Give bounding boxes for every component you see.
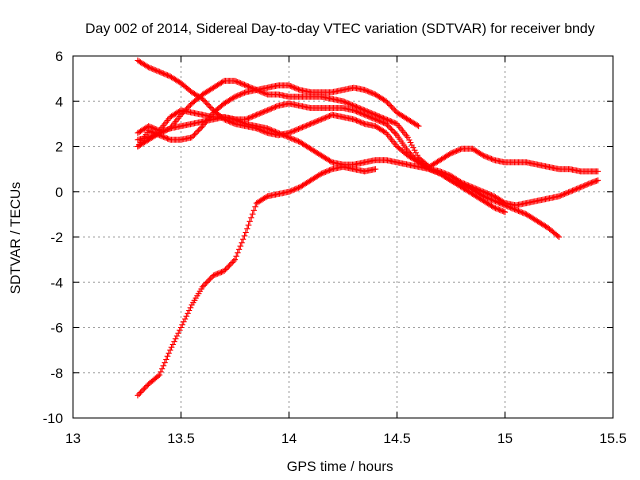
series-markers (134, 114, 508, 216)
series-track-1 (134, 163, 379, 399)
y-tick-label: -2 (51, 229, 64, 245)
x-tick-label: 13.5 (167, 430, 194, 446)
x-tick-label: 13 (65, 430, 81, 446)
series-markers (134, 163, 379, 399)
y-tick-label: -10 (43, 410, 63, 426)
series-markers (134, 77, 601, 175)
y-tick-label: 0 (55, 184, 63, 200)
x-tick-label: 14.5 (383, 430, 410, 446)
x-tick-label: 15.5 (599, 430, 626, 446)
series-track-6 (134, 114, 508, 216)
series-markers (134, 57, 562, 240)
y-tick-label: 6 (55, 48, 63, 64)
series-track-5 (134, 77, 601, 175)
chart-title: Day 002 of 2014, Sidereal Day-to-day VTE… (85, 20, 594, 36)
x-axis-label: GPS time / hours (287, 458, 394, 474)
y-tick-label: -4 (51, 274, 64, 290)
y-tick-label: -8 (51, 365, 64, 381)
y-axis-label: SDTVAR / TECUs (7, 182, 23, 294)
y-tick-label: 2 (55, 139, 63, 155)
series-track-2 (134, 57, 562, 240)
data-series (134, 57, 601, 399)
y-tick-label: -6 (51, 320, 64, 336)
y-tick-label: 4 (55, 93, 63, 109)
axis-ticks: 13 13.5 14 14.5 15 15.5 -10 -8 -6 -4 -2 0 2 4 6 (43, 48, 627, 446)
x-tick-label: 14 (281, 430, 297, 446)
x-tick-label: 15 (497, 430, 513, 446)
grid (73, 56, 613, 418)
